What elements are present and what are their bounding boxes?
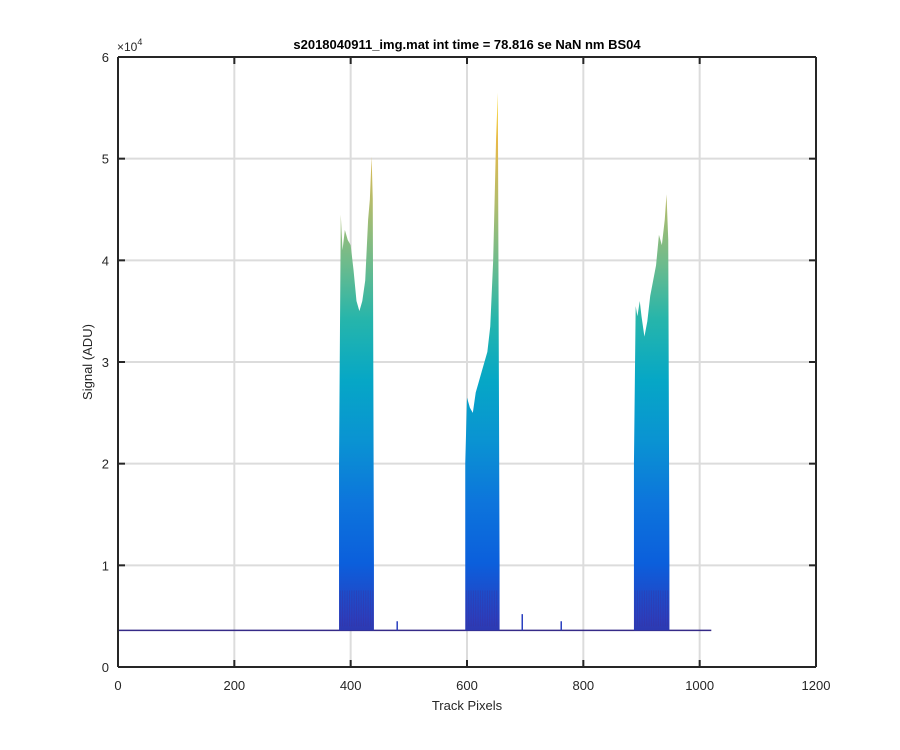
chart-title: s2018040911_img.mat int time = 78.816 se…	[293, 37, 641, 52]
axes-frame	[117, 56, 817, 668]
tick-labels: 0 200 400 600 800 1000 1200 0 1 2 3 4 5 6	[102, 50, 831, 693]
y-tick-label: 1	[102, 558, 109, 573]
y-tick-label: 2	[102, 457, 109, 472]
x-tick-label: 1200	[802, 678, 831, 693]
peak-area-2	[465, 92, 500, 631]
y-exponent: ×104	[117, 37, 142, 54]
y-tick-label: 4	[102, 253, 109, 268]
y-tick-label: 6	[102, 50, 109, 65]
x-tick-label: 0	[114, 678, 121, 693]
x-tick-label: 400	[340, 678, 362, 693]
x-tick-label: 200	[223, 678, 245, 693]
x-axis-label: Track Pixels	[432, 698, 503, 713]
data-marks	[118, 92, 712, 632]
y-exponent-power: 4	[137, 37, 142, 47]
peak-area-3	[633, 194, 670, 631]
peak-area-1	[339, 156, 374, 631]
x-tick-label: 800	[572, 678, 594, 693]
x-tick-label: 1000	[685, 678, 714, 693]
y-tick-label: 0	[102, 660, 109, 675]
y-tick-label: 3	[102, 355, 109, 370]
y-tick-label: 5	[102, 152, 109, 167]
y-axis-label: Signal (ADU)	[80, 324, 95, 400]
x-tick-label: 600	[456, 678, 478, 693]
y-exponent-base: ×10	[117, 40, 138, 54]
